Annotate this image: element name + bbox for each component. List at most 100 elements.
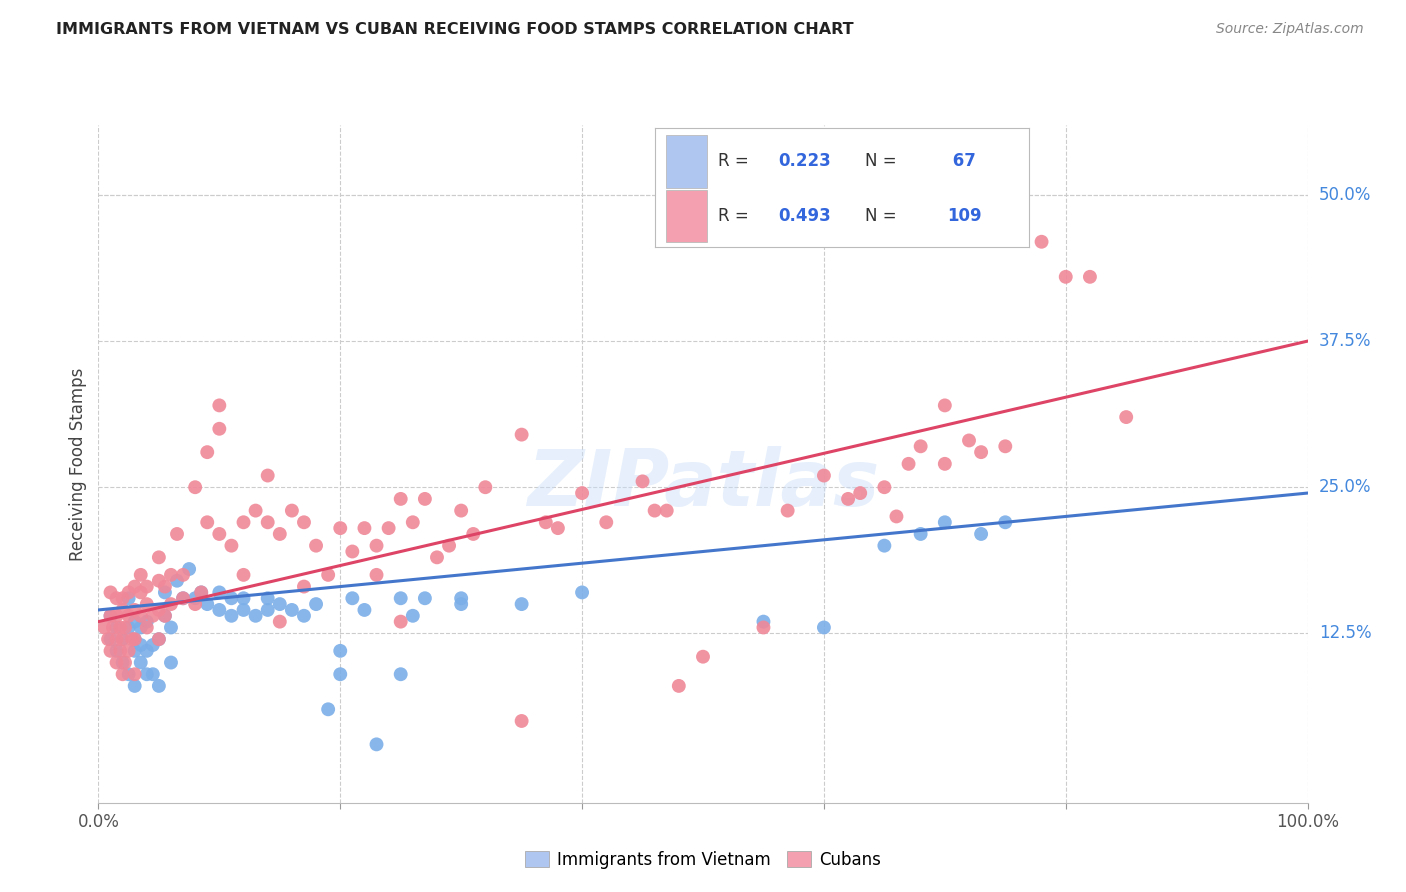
Point xyxy=(245,503,267,517)
Point xyxy=(166,574,188,588)
Point xyxy=(190,585,212,599)
Point xyxy=(402,516,425,530)
Point xyxy=(813,468,835,483)
Point xyxy=(148,550,170,565)
Point xyxy=(208,603,231,617)
Point xyxy=(195,516,218,530)
Point xyxy=(1078,269,1101,284)
Point xyxy=(389,615,412,629)
Point xyxy=(292,580,315,594)
FancyBboxPatch shape xyxy=(666,190,707,242)
Point xyxy=(184,480,207,494)
Point xyxy=(124,644,146,658)
Point xyxy=(292,608,315,623)
Point xyxy=(849,486,872,500)
Point xyxy=(118,620,141,634)
Point xyxy=(97,632,120,647)
Point xyxy=(970,445,993,459)
Point xyxy=(813,620,835,634)
Point xyxy=(105,644,128,658)
Point xyxy=(184,597,207,611)
Point xyxy=(142,608,165,623)
Point xyxy=(269,527,291,541)
Point xyxy=(221,608,243,623)
Point xyxy=(426,550,449,565)
Point xyxy=(534,516,557,530)
Point xyxy=(232,567,254,582)
Point xyxy=(124,580,146,594)
Point xyxy=(100,585,122,599)
Point xyxy=(389,667,412,681)
Point xyxy=(148,632,170,647)
Point xyxy=(129,567,152,582)
Point xyxy=(172,567,194,582)
FancyBboxPatch shape xyxy=(666,136,707,187)
Point xyxy=(172,591,194,606)
Point xyxy=(172,591,194,606)
Text: IMMIGRANTS FROM VIETNAM VS CUBAN RECEIVING FOOD STAMPS CORRELATION CHART: IMMIGRANTS FROM VIETNAM VS CUBAN RECEIVI… xyxy=(56,22,853,37)
Point xyxy=(100,632,122,647)
Point xyxy=(121,632,143,647)
Point xyxy=(644,503,666,517)
Point xyxy=(129,620,152,634)
Point xyxy=(450,503,472,517)
Point xyxy=(897,457,920,471)
Point xyxy=(510,427,533,442)
Point xyxy=(108,620,131,634)
Point xyxy=(342,544,364,558)
Point xyxy=(160,567,183,582)
Point xyxy=(100,608,122,623)
Point xyxy=(111,656,134,670)
Point xyxy=(366,567,388,582)
Text: 37.5%: 37.5% xyxy=(1319,332,1371,351)
Point xyxy=(114,620,136,634)
Point xyxy=(118,608,141,623)
Point xyxy=(281,503,304,517)
Point xyxy=(957,434,980,448)
Point xyxy=(124,615,146,629)
Point xyxy=(160,656,183,670)
Point xyxy=(208,398,231,412)
Point xyxy=(232,591,254,606)
Point xyxy=(208,585,231,599)
Point xyxy=(148,603,170,617)
Point xyxy=(994,439,1017,453)
Point xyxy=(305,539,328,553)
Point xyxy=(177,562,201,576)
Point xyxy=(437,539,460,553)
Point xyxy=(873,480,896,494)
Point xyxy=(366,539,388,553)
Text: 67: 67 xyxy=(948,153,976,170)
Point xyxy=(281,603,304,617)
Point xyxy=(366,737,388,751)
Text: R =: R = xyxy=(718,153,755,170)
Point xyxy=(510,597,533,611)
Point xyxy=(377,521,399,535)
Point xyxy=(93,620,115,634)
Point xyxy=(413,591,436,606)
Point xyxy=(316,702,339,716)
Point xyxy=(316,567,339,582)
Point xyxy=(1031,235,1053,249)
Text: 50.0%: 50.0% xyxy=(1319,186,1371,204)
Point xyxy=(305,597,328,611)
Point xyxy=(329,521,352,535)
Point xyxy=(105,656,128,670)
Point xyxy=(105,620,128,634)
Legend: Immigrants from Vietnam, Cubans: Immigrants from Vietnam, Cubans xyxy=(519,845,887,876)
Point xyxy=(232,603,254,617)
Point xyxy=(269,615,291,629)
Point xyxy=(135,667,157,681)
Point xyxy=(208,527,231,541)
Point xyxy=(184,591,207,606)
Point xyxy=(142,667,165,681)
Point xyxy=(353,521,375,535)
Point xyxy=(402,608,425,623)
Point xyxy=(111,591,134,606)
Point xyxy=(108,644,131,658)
Point xyxy=(124,679,146,693)
Point xyxy=(910,527,932,541)
Text: 109: 109 xyxy=(948,207,981,225)
Point xyxy=(111,667,134,681)
Point xyxy=(118,585,141,599)
